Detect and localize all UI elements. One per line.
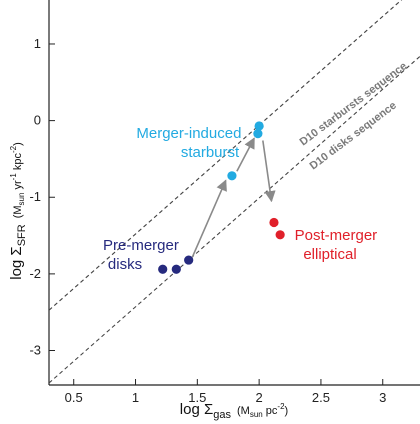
x-tick-label: 3 [379, 390, 386, 405]
y-axis-label: log ΣSFR (Msun yr-1 kpc-2) [8, 142, 28, 280]
post-merger-annotation-line2: elliptical [303, 246, 356, 263]
x-tick-label: 1 [132, 390, 139, 405]
starburst-point [254, 121, 264, 131]
x-axis-label-units-rest: pc [263, 405, 278, 417]
starburst-annotation-line2: starburst [181, 144, 240, 161]
starburst-point [253, 129, 263, 139]
x-axis-label: log Σgas (Msun pc-2) [180, 401, 288, 421]
disk-sequence-line [49, 55, 420, 384]
post-merger-annotation-line1: Post-merger [295, 227, 378, 244]
starburst-annotation: Merger-induced starburst [136, 125, 245, 161]
y-axis-label-units-sub: sun [17, 193, 26, 206]
y-tick-label: 0 [34, 113, 41, 128]
y-tick-label: -2 [29, 266, 41, 281]
starburst-point [227, 171, 237, 181]
y-axis-label-main: log Σ [8, 246, 25, 279]
evolution-arrow [236, 137, 255, 172]
evolution-arrow [191, 179, 227, 258]
x-axis-label-sub: gas [213, 409, 231, 421]
y-axis-label-units-rest: yr [12, 180, 24, 193]
x-axis-label-units-sub: sun [250, 410, 263, 419]
evolution-arrow [262, 140, 276, 203]
pre-merger-point [158, 264, 168, 274]
y-axis-label-sub: SFR [16, 224, 28, 246]
y-axis-label-units-end: ) [12, 142, 24, 146]
y-tick-label: -1 [29, 189, 41, 204]
x-axis-label-units-end: ) [285, 405, 289, 417]
pre-merger-point [184, 255, 194, 265]
post-merger-annotation: Post-merger elliptical [295, 227, 382, 263]
reference-lines [49, 0, 420, 384]
x-tick-label: 1.5 [188, 390, 206, 405]
y-axis-label-units-sup1: -1 [9, 173, 18, 181]
x-tick-label: 2 [256, 390, 263, 405]
pre-merger-annotation-line2: disks [108, 256, 142, 273]
y-axis-label-units-mid: kpc [12, 153, 24, 174]
y-axis-label-units-sup2: -2 [9, 145, 18, 153]
plot-area: 0.5 1 1.5 2 2.5 3 -3 -2 -1 0 1 [29, 0, 420, 405]
x-axis-label-units-sup: -2 [277, 402, 285, 411]
pre-merger-annotation-line1: Pre-merger [103, 237, 179, 254]
x-axis-label-units: (M [237, 405, 250, 417]
pre-merger-annotation: Pre-merger disks [103, 237, 183, 273]
starburst-sequence-line [49, 0, 403, 311]
y-tick-label: 1 [34, 36, 41, 51]
post-merger-point [275, 230, 285, 240]
post-merger-point [269, 217, 279, 228]
y-tick-label: -3 [29, 343, 41, 358]
x-tick-label: 2.5 [312, 390, 330, 405]
x-axis-label-main: log Σ [180, 401, 213, 418]
y-axis-label-units: (M [12, 205, 24, 218]
starburst-annotation-line1: Merger-induced [136, 125, 241, 142]
pre-merger-point [171, 264, 181, 274]
x-tick-label: 0.5 [65, 390, 83, 405]
